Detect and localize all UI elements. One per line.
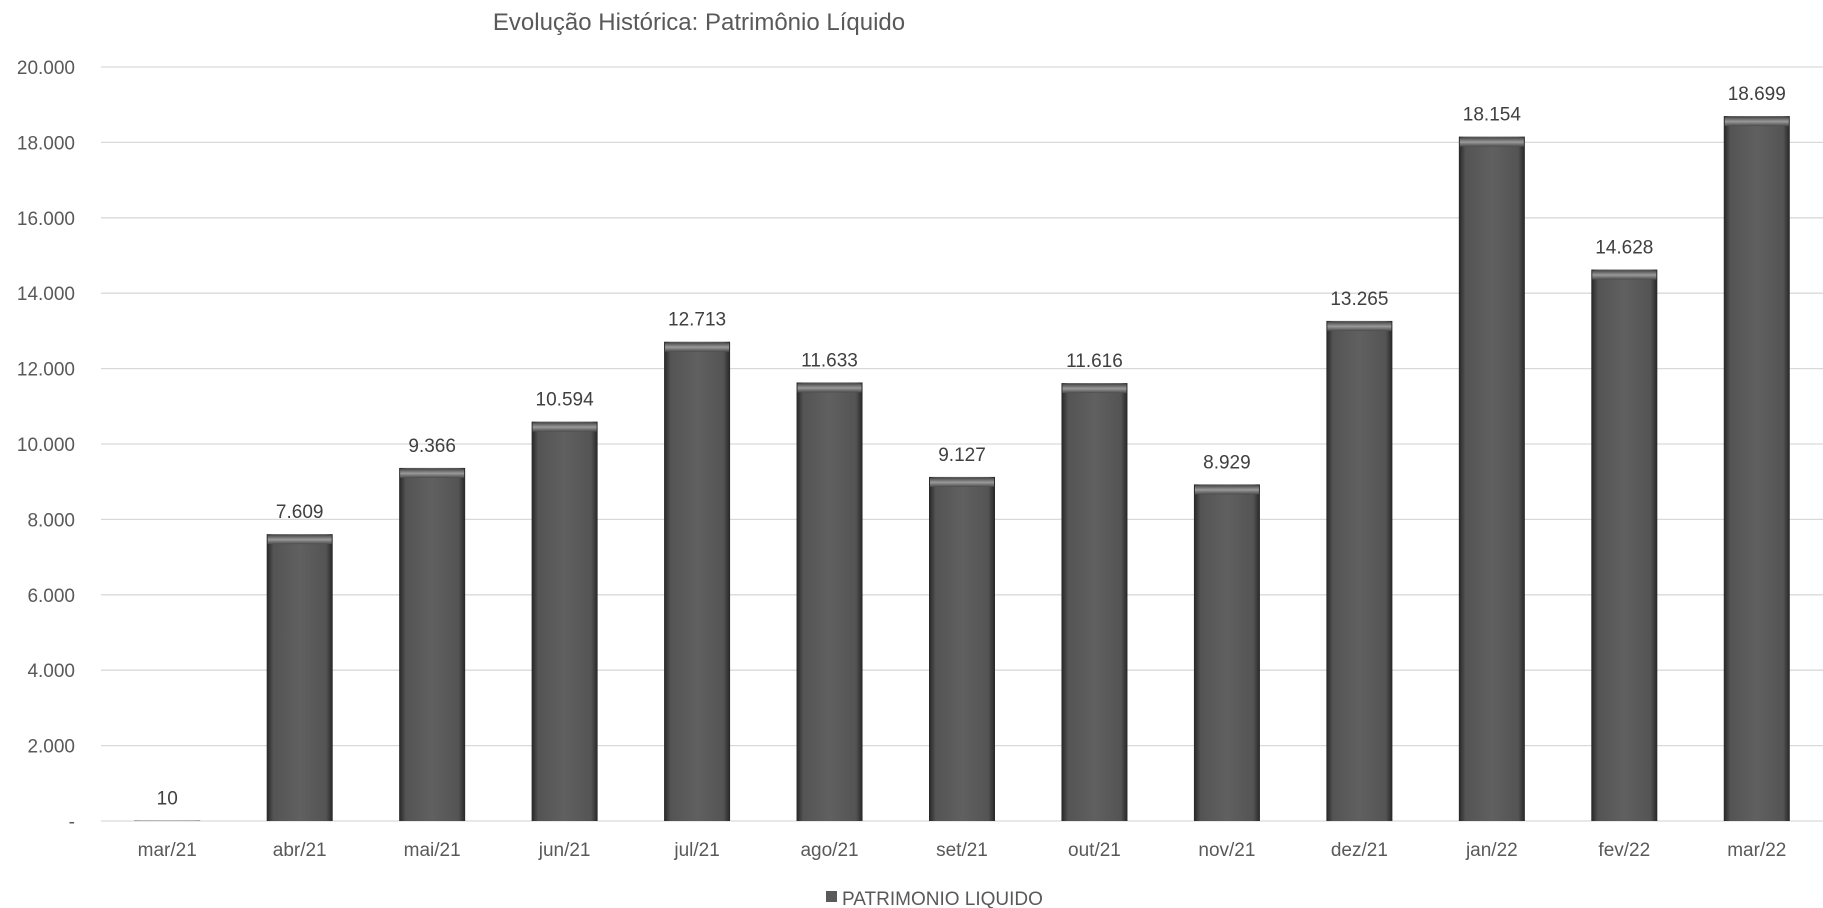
y-tick-label: 4.000 bbox=[27, 661, 75, 682]
bar bbox=[531, 421, 598, 821]
x-tick-label: mar/22 bbox=[1727, 840, 1786, 861]
data-label: 11.616 bbox=[1066, 351, 1123, 372]
y-tick-label: 18.000 bbox=[17, 133, 75, 154]
data-label: 7.609 bbox=[276, 502, 324, 523]
bar bbox=[1591, 269, 1658, 821]
bar-body bbox=[664, 341, 731, 821]
bar-body bbox=[1723, 116, 1790, 821]
bar bbox=[1193, 484, 1260, 821]
bar-cap bbox=[1062, 384, 1127, 394]
x-axis-ticks: mar/21 abr/21 mai/21 jun/21 jul/21 ago/21 set/… bbox=[138, 840, 1787, 861]
x-tick-label: jun/21 bbox=[538, 840, 591, 861]
bar bbox=[1458, 136, 1525, 822]
data-label: 11.633 bbox=[801, 350, 858, 371]
bar-body bbox=[796, 382, 863, 821]
legend-label: PATRIMONIO LIQUIDO bbox=[842, 889, 1043, 908]
bar-cap bbox=[930, 477, 994, 487]
y-tick-label: 12.000 bbox=[17, 360, 75, 381]
data-labels: 10 7.609 9.366 10.594 12.713 11.633 9.127 11.61… bbox=[157, 84, 1786, 810]
bar bbox=[796, 382, 863, 821]
x-tick-label: mar/21 bbox=[138, 840, 197, 861]
y-tick-label: 16.000 bbox=[17, 209, 75, 230]
x-tick-label: dez/21 bbox=[1331, 840, 1388, 861]
bar-cap bbox=[665, 342, 730, 352]
bar-cap bbox=[532, 422, 597, 432]
data-label: 8.929 bbox=[1203, 452, 1251, 473]
y-tick-label: 14.000 bbox=[17, 284, 75, 305]
bar-body bbox=[266, 534, 333, 821]
bar-body bbox=[1061, 383, 1128, 821]
x-tick-label: jan/22 bbox=[1465, 840, 1518, 861]
data-label: 10 bbox=[157, 789, 178, 810]
y-tick-label: 8.000 bbox=[27, 510, 75, 531]
x-tick-label: set/21 bbox=[936, 840, 988, 861]
bar-cap bbox=[1194, 485, 1259, 495]
x-tick-label: out/21 bbox=[1068, 840, 1121, 861]
data-label: 18.154 bbox=[1463, 105, 1522, 126]
x-tick-label: nov/21 bbox=[1198, 840, 1255, 861]
data-label: 9.127 bbox=[938, 445, 986, 466]
x-tick-label: mai/21 bbox=[404, 840, 461, 861]
data-label: 12.713 bbox=[668, 310, 726, 331]
data-label: 10.594 bbox=[536, 390, 595, 411]
y-tick-label: 10.000 bbox=[17, 435, 75, 456]
bar bbox=[1326, 320, 1393, 821]
bar bbox=[399, 467, 466, 821]
legend-swatch bbox=[826, 891, 837, 902]
chart-title: Evolução Histórica: Patrimônio Líquido bbox=[493, 9, 905, 36]
bar-body bbox=[1591, 269, 1658, 821]
legend: PATRIMONIO LIQUIDO bbox=[826, 889, 1043, 908]
y-tick-label: 2.000 bbox=[27, 737, 75, 758]
data-label: 9.366 bbox=[408, 436, 456, 457]
data-label: 13.265 bbox=[1330, 289, 1388, 310]
y-tick-label: 20.000 bbox=[17, 58, 75, 79]
data-label: 18.699 bbox=[1728, 84, 1786, 105]
bar-body bbox=[929, 476, 995, 821]
bar bbox=[929, 476, 995, 821]
y-tick-label: - bbox=[69, 812, 75, 833]
bar-body bbox=[1193, 484, 1260, 821]
y-axis-ticks: - 2.000 4.000 6.000 8.000 10.000 12.000 14.000 1… bbox=[17, 58, 75, 833]
bar-cap bbox=[1592, 270, 1657, 280]
bar bbox=[664, 341, 731, 821]
bar-cap bbox=[1327, 321, 1392, 331]
data-label: 14.628 bbox=[1595, 238, 1653, 259]
bar-cap bbox=[267, 535, 332, 545]
y-tick-label: 6.000 bbox=[27, 586, 75, 607]
bar-cap bbox=[1459, 137, 1524, 147]
bar-body bbox=[531, 421, 598, 821]
bar-cap bbox=[797, 383, 862, 393]
bars bbox=[134, 116, 1790, 822]
bar-cap bbox=[1724, 117, 1789, 127]
bar bbox=[1723, 116, 1790, 821]
bar-body bbox=[1458, 136, 1525, 822]
bar-body bbox=[1326, 320, 1393, 821]
gridlines bbox=[101, 66, 1823, 822]
bar-body bbox=[399, 467, 466, 821]
x-tick-label: abr/21 bbox=[273, 840, 327, 861]
x-tick-label: ago/21 bbox=[800, 840, 858, 861]
bar bbox=[1061, 383, 1128, 821]
x-tick-label: jul/21 bbox=[673, 840, 719, 861]
bar-cap bbox=[400, 468, 465, 478]
bar bbox=[266, 534, 333, 821]
x-tick-label: fev/22 bbox=[1598, 840, 1650, 861]
